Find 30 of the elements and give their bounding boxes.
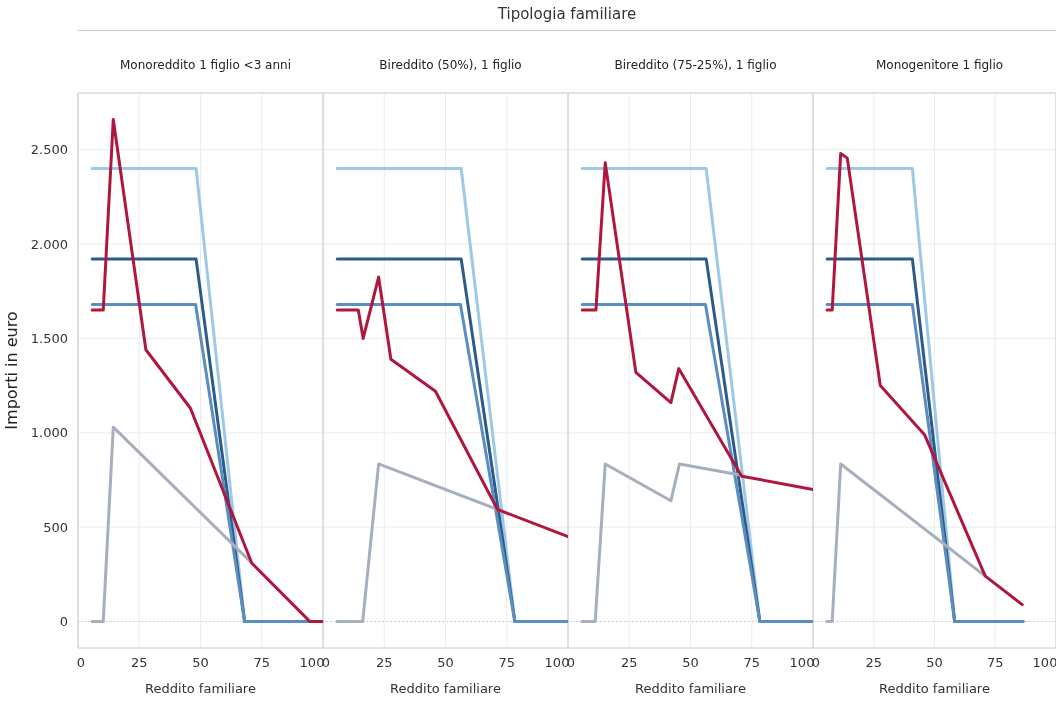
x-tick-label: 50 — [192, 655, 209, 670]
y-tick-label: 1.000 — [30, 425, 68, 441]
x-tick-label: 0 — [76, 655, 86, 670]
y-tick-label: 0 — [59, 614, 68, 630]
chart-title: Bireddito (50%), 1 figlio — [379, 58, 522, 72]
y-tick-label: 2.000 — [30, 236, 68, 252]
x-tick-label: 25 — [375, 655, 393, 670]
y-tick-label: 500 — [43, 519, 68, 535]
x-tick-label: 75 — [498, 655, 516, 670]
chart-title: Monogenitore 1 figlio — [875, 58, 1004, 72]
x-tick-label: 100 — [1032, 655, 1056, 670]
x-axis-title: Reddito familiare — [145, 681, 256, 696]
x-axis-title: Reddito familiare — [879, 681, 990, 696]
x-tick-label: 25 — [620, 655, 638, 670]
y-tick-label: 2.500 — [30, 142, 68, 158]
x-tick-label: 50 — [437, 655, 454, 670]
x-tick-label: 25 — [865, 655, 883, 670]
text: Tipologia familiare — [496, 4, 638, 25]
x-axis-title: Reddito familiare — [635, 681, 746, 696]
chart-title: Monoreddito 1 figlio <3 anni — [120, 58, 291, 72]
y-axis-title: Importi in euro — [2, 311, 22, 430]
x-tick-label: 25 — [130, 655, 148, 670]
x-tick-label: 75 — [253, 655, 271, 670]
chart-title: Bireddito (75-25%), 1 figlio — [614, 58, 777, 72]
x-tick-label: 75 — [743, 655, 761, 670]
x-tick-label: 50 — [682, 655, 699, 670]
y-tick-label: 1.500 — [30, 330, 68, 346]
x-axis-title: Reddito familiare — [390, 681, 501, 696]
x-tick-label: 50 — [926, 655, 943, 670]
x-tick-label: 75 — [986, 655, 1004, 670]
